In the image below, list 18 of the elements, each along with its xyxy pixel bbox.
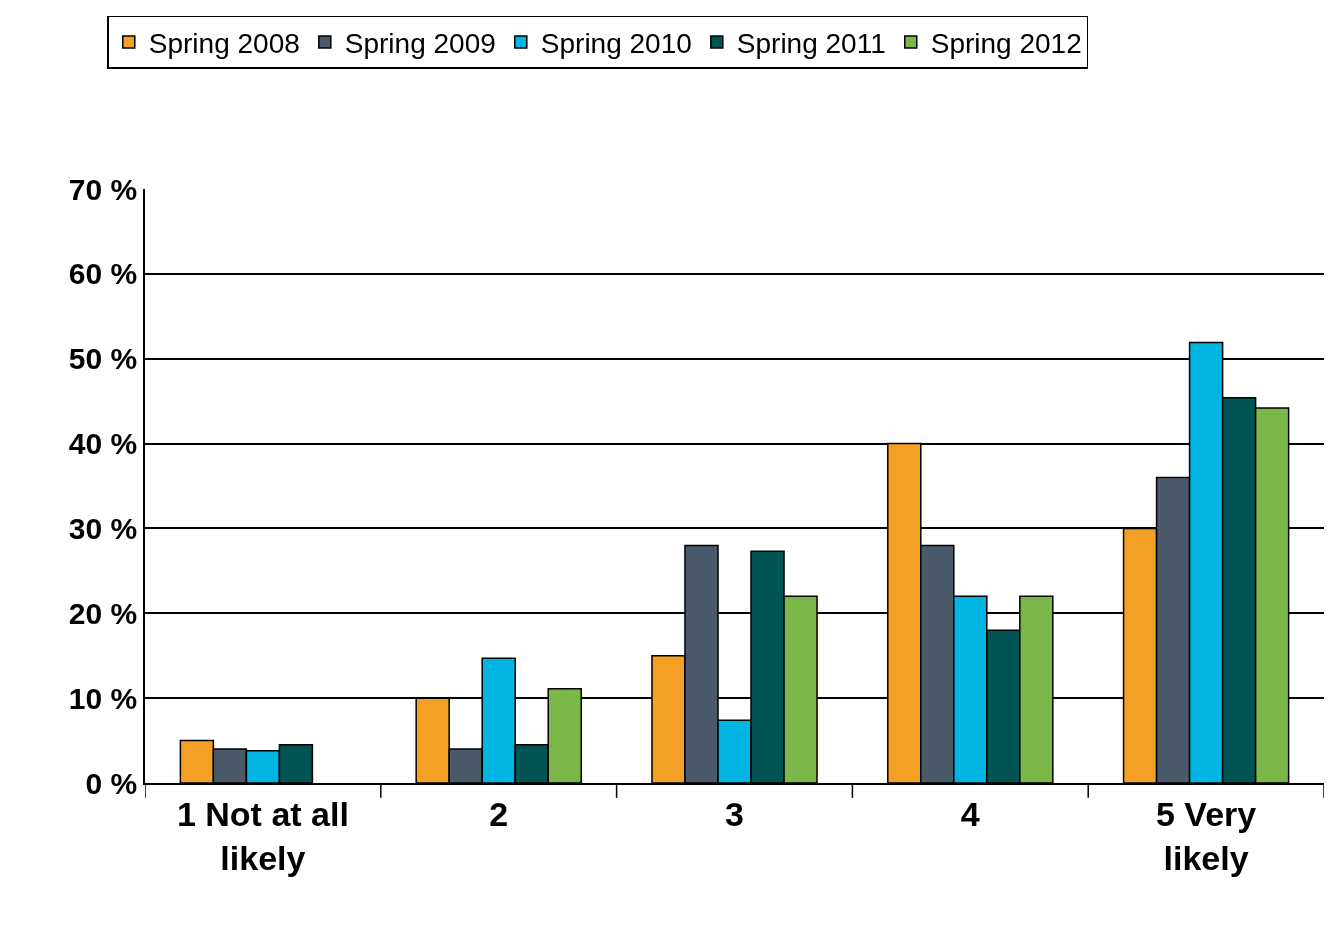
legend-label: Spring 2008 — [148, 27, 300, 59]
y-tick-label: 50 % — [68, 342, 138, 376]
legend-label: Spring 2012 — [930, 27, 1082, 59]
x-tick-label: 3 — [725, 794, 744, 833]
legend-label: Spring 2011 — [736, 27, 886, 59]
y-tick-label: 70 % — [68, 172, 138, 206]
y-tick-label: 0 % — [85, 766, 138, 800]
x-tick-label: 4 — [960, 794, 980, 833]
x-tick-label: 5 Very likely — [1155, 794, 1257, 877]
x-tick-label: 1 Not at all likely — [176, 794, 349, 877]
y-tick-label: 10 % — [68, 681, 138, 715]
y-tick-label: 60 % — [68, 257, 138, 291]
y-tick-label: 40 % — [68, 427, 138, 461]
legend-label: Spring 2009 — [344, 27, 496, 59]
y-tick-label: 30 % — [68, 511, 138, 545]
y-tick-label: 20 % — [68, 596, 138, 630]
x-tick-label: 2 — [489, 794, 509, 833]
legend-label: Spring 2010 — [540, 27, 692, 59]
